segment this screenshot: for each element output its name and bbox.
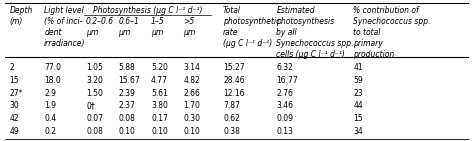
Text: 0.62: 0.62	[223, 114, 240, 123]
Text: 41: 41	[353, 63, 363, 72]
Text: Light level: Light level	[44, 6, 84, 15]
Text: 0.13: 0.13	[276, 127, 293, 136]
Text: 0.10: 0.10	[183, 127, 201, 136]
Text: 15.27: 15.27	[223, 63, 245, 72]
Text: dent: dent	[44, 28, 62, 37]
Text: cells (μg C l⁻¹ d⁻¹): cells (μg C l⁻¹ d⁻¹)	[276, 50, 346, 60]
Text: Photosynthesis (μg C l⁻¹ d⁻¹): Photosynthesis (μg C l⁻¹ d⁻¹)	[93, 6, 202, 15]
Text: 0.38: 0.38	[223, 127, 240, 136]
Text: 0.10: 0.10	[151, 127, 168, 136]
Text: >5: >5	[183, 17, 195, 26]
Text: 3.80: 3.80	[151, 102, 168, 110]
Text: 30: 30	[9, 102, 19, 110]
Text: 2.9: 2.9	[44, 89, 56, 98]
Text: 44: 44	[353, 102, 363, 110]
Text: Synechococcus spp.: Synechococcus spp.	[276, 39, 354, 48]
Text: 2.76: 2.76	[276, 89, 293, 98]
Text: μm: μm	[183, 28, 196, 37]
Text: 2.37: 2.37	[118, 102, 136, 110]
Text: 0.10: 0.10	[118, 127, 136, 136]
Text: production: production	[353, 50, 394, 60]
Text: photosynthesis: photosynthesis	[276, 17, 335, 26]
Text: μm: μm	[151, 28, 164, 37]
Text: by all: by all	[276, 28, 297, 37]
Text: primary: primary	[353, 39, 383, 48]
Text: 15: 15	[353, 114, 363, 123]
Text: 15.67: 15.67	[118, 76, 140, 85]
Text: irradiance): irradiance)	[44, 39, 86, 48]
Text: Estimated: Estimated	[276, 6, 315, 15]
Text: 49: 49	[9, 127, 19, 136]
Text: 7.87: 7.87	[223, 102, 240, 110]
Text: Synechococcus spp.: Synechococcus spp.	[353, 17, 431, 26]
Text: 15: 15	[9, 76, 19, 85]
Text: 0.2–0.6: 0.2–0.6	[86, 17, 114, 26]
Text: μm: μm	[118, 28, 131, 37]
Text: 2: 2	[9, 63, 14, 72]
Text: 0.08: 0.08	[118, 114, 136, 123]
Text: to total: to total	[353, 28, 381, 37]
Text: 2.39: 2.39	[118, 89, 136, 98]
Text: 3.20: 3.20	[86, 76, 103, 85]
Text: μm: μm	[86, 28, 98, 37]
Text: 6.32: 6.32	[276, 63, 293, 72]
Text: 42: 42	[9, 114, 19, 123]
Text: 1.70: 1.70	[183, 102, 201, 110]
Text: % contribution of: % contribution of	[353, 6, 419, 15]
Text: 34: 34	[353, 127, 363, 136]
Text: photosynthetic: photosynthetic	[223, 17, 281, 26]
Text: 16.77: 16.77	[276, 76, 298, 85]
Text: 12.16: 12.16	[223, 89, 245, 98]
Text: (m): (m)	[9, 17, 23, 26]
Text: 3.46: 3.46	[276, 102, 293, 110]
Text: 3.14: 3.14	[183, 63, 201, 72]
Text: (% of inci-: (% of inci-	[44, 17, 82, 26]
Text: 1–5: 1–5	[151, 17, 164, 26]
Text: rate: rate	[223, 28, 238, 37]
Text: 0.2: 0.2	[44, 127, 56, 136]
Text: 0.08: 0.08	[86, 127, 103, 136]
Text: 5.61: 5.61	[151, 89, 168, 98]
Text: Depth: Depth	[9, 6, 33, 15]
Text: 1.05: 1.05	[86, 63, 103, 72]
Text: 59: 59	[353, 76, 363, 85]
Text: (μg C l⁻¹ d⁻¹): (μg C l⁻¹ d⁻¹)	[223, 39, 273, 48]
Text: 0.07: 0.07	[86, 114, 103, 123]
Text: 0†: 0†	[86, 102, 95, 110]
Text: 0.09: 0.09	[276, 114, 293, 123]
Text: 23: 23	[353, 89, 363, 98]
Text: 0.17: 0.17	[151, 114, 168, 123]
Text: 5.20: 5.20	[151, 63, 168, 72]
Text: 4.82: 4.82	[183, 76, 201, 85]
Text: 1.50: 1.50	[86, 89, 103, 98]
Text: 27*: 27*	[9, 89, 23, 98]
Text: Total: Total	[223, 6, 241, 15]
Text: 1.9: 1.9	[44, 102, 56, 110]
Text: 18.0: 18.0	[44, 76, 61, 85]
Text: 0.4: 0.4	[44, 114, 56, 123]
Text: 2.66: 2.66	[183, 89, 201, 98]
Text: 0.30: 0.30	[183, 114, 201, 123]
Text: 28.46: 28.46	[223, 76, 245, 85]
Text: 0.6–1: 0.6–1	[118, 17, 139, 26]
Text: 77.0: 77.0	[44, 63, 61, 72]
Text: 4.77: 4.77	[151, 76, 168, 85]
Text: 5.88: 5.88	[118, 63, 135, 72]
